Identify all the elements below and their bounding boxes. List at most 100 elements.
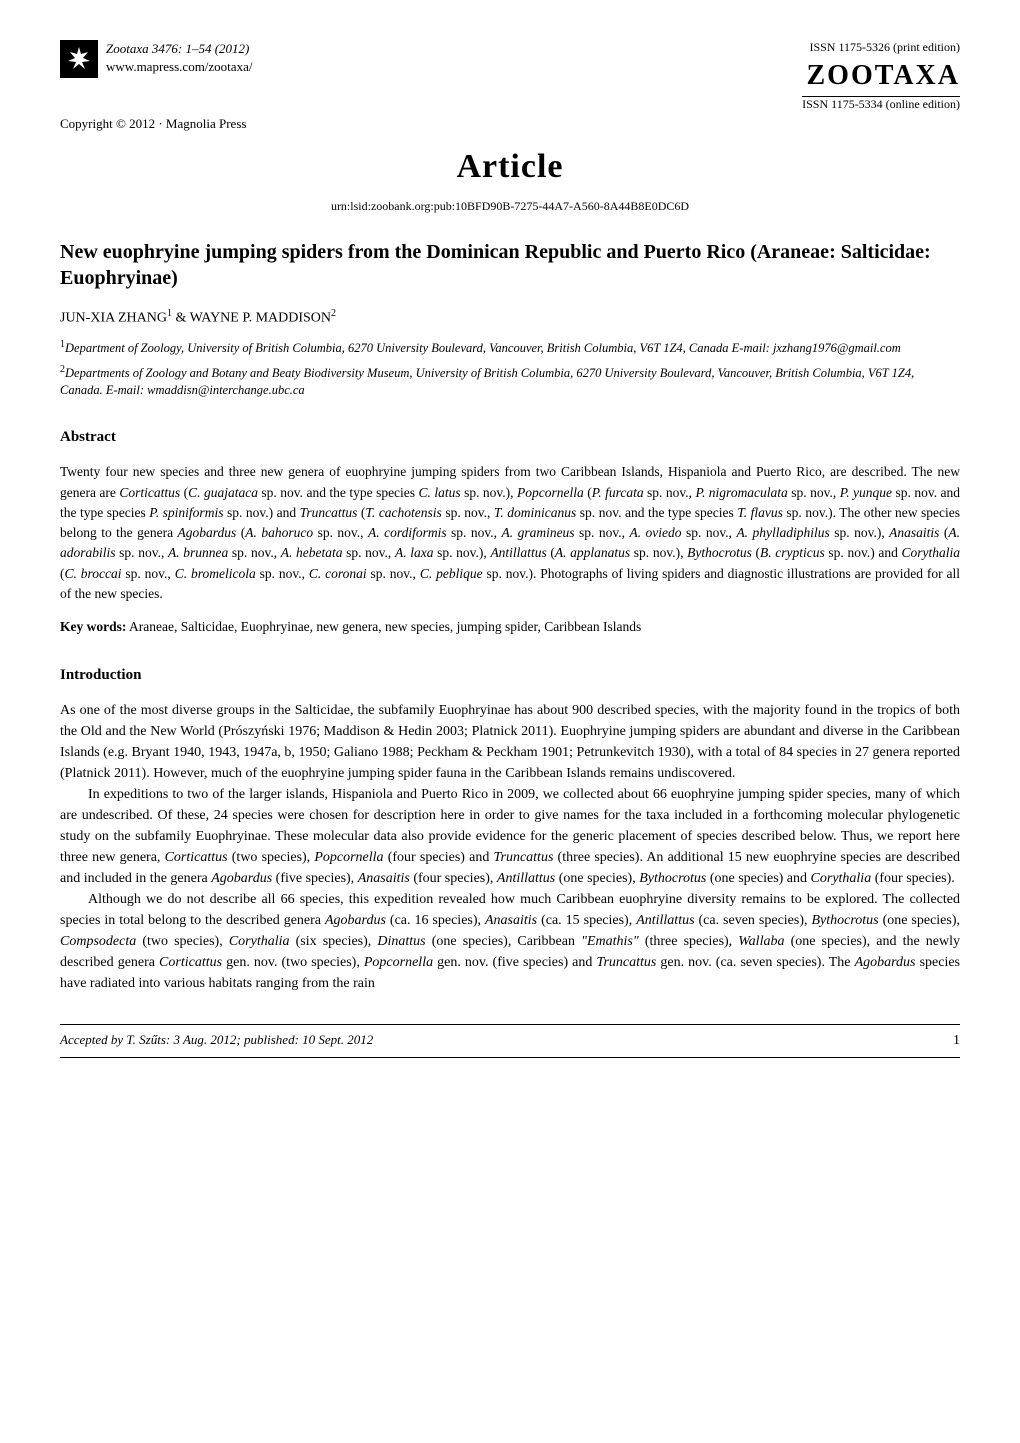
abs-i21: A. brunnea xyxy=(168,545,228,560)
abs-t4: sp. nov.), xyxy=(461,485,517,500)
p3-i6: Corythalia xyxy=(229,934,290,949)
abs-t27: ( xyxy=(752,545,760,560)
issn-block: ISSN 1175-5326 (print edition) ZOOTAXA I… xyxy=(802,40,960,113)
p2-t6: (one species), xyxy=(555,871,639,886)
abs-i18: A. phylladiphilus xyxy=(736,525,829,540)
abs-t25: ( xyxy=(547,545,555,560)
abs-t5: ( xyxy=(584,485,592,500)
abs-t15: sp. nov., xyxy=(313,525,368,540)
page-number: 1 xyxy=(953,1031,960,1051)
p2-i6: Antillattus xyxy=(497,871,555,886)
abs-t32: sp. nov., xyxy=(367,566,420,581)
abs-i24: Antillattus xyxy=(490,545,546,560)
p2-i3: Truncattus xyxy=(493,850,553,865)
abs-t24: sp. nov.), xyxy=(433,545,490,560)
p3-i5: Compsodecta xyxy=(60,934,136,949)
abs-t19: sp. nov.), xyxy=(830,525,889,540)
p2-t7: (one species) and xyxy=(706,871,810,886)
journal-header: Zootaxa 3476: 1–54 (2012) www.mapress.co… xyxy=(60,40,960,113)
p3-i8: "Emathis" xyxy=(581,934,639,949)
abs-i23: A. laxa xyxy=(395,545,434,560)
abs-t21: sp. nov., xyxy=(116,545,168,560)
p3-i4: Bythocrotus xyxy=(811,913,878,928)
journal-ref: Zootaxa 3476: 1–54 (2012) xyxy=(106,41,249,56)
affiliation-2: 2Departments of Zoology and Botany and B… xyxy=(60,363,960,399)
abs-t2: ( xyxy=(180,485,188,500)
p3-t7: (one species), Caribbean xyxy=(426,934,581,949)
abs-i1: Corticattus xyxy=(119,485,180,500)
keywords-label: Key words: xyxy=(60,619,126,634)
abs-t3: sp. nov. and the type species xyxy=(258,485,419,500)
p3-t2: (ca. 15 species), xyxy=(537,913,636,928)
abs-t26: sp. nov.), xyxy=(630,545,687,560)
abs-t12: sp. nov. and the type species xyxy=(576,505,737,520)
footer-bar: Accepted by T. Szűts: 3 Aug. 2012; publi… xyxy=(60,1024,960,1058)
keywords-line: Key words: Araneae, Salticidae, Euophryi… xyxy=(60,618,960,637)
p2-i8: Corythalia xyxy=(811,871,872,886)
author-2: WAYNE P. MADDISON xyxy=(190,311,331,326)
keywords-text: Araneae, Salticidae, Euophryinae, new ge… xyxy=(126,619,641,634)
abs-i15: A. cordiformis xyxy=(368,525,447,540)
abs-i31: C. coronai xyxy=(309,566,367,581)
abs-t7: sp. nov., xyxy=(788,485,840,500)
paper-title: New euophryine jumping spiders from the … xyxy=(60,239,960,291)
abs-t11: sp. nov., xyxy=(442,505,494,520)
abs-i7: P. yunque xyxy=(840,485,892,500)
abs-t22: sp. nov., xyxy=(228,545,280,560)
p2-t4: (five species), xyxy=(272,871,358,886)
abs-i16: A. gramineus xyxy=(501,525,574,540)
p2-t2: (four species) and xyxy=(384,850,494,865)
p3-i10: Corticattus xyxy=(159,955,222,970)
article-label: Article xyxy=(60,143,960,191)
intro-p1: As one of the most diverse groups in the… xyxy=(60,700,960,784)
abs-t28: sp. nov.) and xyxy=(825,545,902,560)
p3-i7: Dinattus xyxy=(377,934,425,949)
abs-i22: A. hebetata xyxy=(281,545,343,560)
p2-t5: (four species), xyxy=(410,871,497,886)
abs-i5: P. furcata xyxy=(592,485,644,500)
zootaxa-brand: ZOOTAXA xyxy=(802,58,960,97)
abs-i19: Anasaitis xyxy=(889,525,939,540)
p3-i9: Wallaba xyxy=(738,934,784,949)
authors-line: JUN-XIA ZHANG1 & WAYNE P. MADDISON2 xyxy=(60,307,960,328)
abs-t23: sp. nov., xyxy=(343,545,395,560)
aff2-text: Departments of Zoology and Botany and Be… xyxy=(60,367,914,398)
author-1: JUN-XIA ZHANG xyxy=(60,311,167,326)
abs-i4: Popcornella xyxy=(517,485,584,500)
issn-print: ISSN 1175-5326 (print edition) xyxy=(802,40,960,56)
abs-i17: A. oviedo xyxy=(629,525,681,540)
abs-t18: sp. nov., xyxy=(682,525,737,540)
abs-i3: C. latus xyxy=(419,485,461,500)
abs-i25: A. applanatus xyxy=(555,545,630,560)
p3-t10: gen. nov. (two species), xyxy=(222,955,364,970)
abs-i10: T. cachotensis xyxy=(365,505,441,520)
abs-i9: Truncattus xyxy=(300,505,358,520)
abs-t9: sp. nov.) and xyxy=(223,505,299,520)
p2-i1: Corticattus xyxy=(165,850,228,865)
p3-i3: Antillattus xyxy=(636,913,694,928)
author-2-sup: 2 xyxy=(331,308,336,319)
abs-i6: P. nigromaculata xyxy=(695,485,787,500)
abs-i11: T. dominicanus xyxy=(494,505,576,520)
p3-i11: Popcornella xyxy=(364,955,433,970)
p2-i4: Agobardus xyxy=(211,871,272,886)
header-left: Zootaxa 3476: 1–54 (2012) www.mapress.co… xyxy=(60,40,252,78)
journal-url: www.mapress.com/zootaxa/ xyxy=(106,58,252,76)
urn-identifier: urn:lsid:zoobank.org:pub:10BFD90B-7275-4… xyxy=(60,198,960,215)
author-amp: & xyxy=(172,311,190,326)
abs-i14: A. bahoruco xyxy=(245,525,313,540)
intro-p2: In expeditions to two of the larger isla… xyxy=(60,784,960,889)
abs-t14: ( xyxy=(236,525,245,540)
issn-online: ISSN 1175-5334 (online edition) xyxy=(802,97,960,113)
p2-t8: (four species). xyxy=(871,871,955,886)
affiliation-1: 1Department of Zoology, University of Br… xyxy=(60,338,960,357)
p3-t12: gen. nov. (ca. seven species). The xyxy=(656,955,854,970)
abs-t17: sp. nov., xyxy=(575,525,630,540)
journal-ref-block: Zootaxa 3476: 1–54 (2012) www.mapress.co… xyxy=(106,40,252,75)
copyright-text: Copyright © 2012 · Magnolia Press xyxy=(60,115,246,133)
abs-i32: C. peblique xyxy=(420,566,483,581)
abs-t6: sp. nov., xyxy=(644,485,696,500)
p3-i2: Anasaitis xyxy=(485,913,537,928)
abs-t30: sp. nov., xyxy=(122,566,175,581)
p2-i7: Bythocrotus xyxy=(639,871,706,886)
